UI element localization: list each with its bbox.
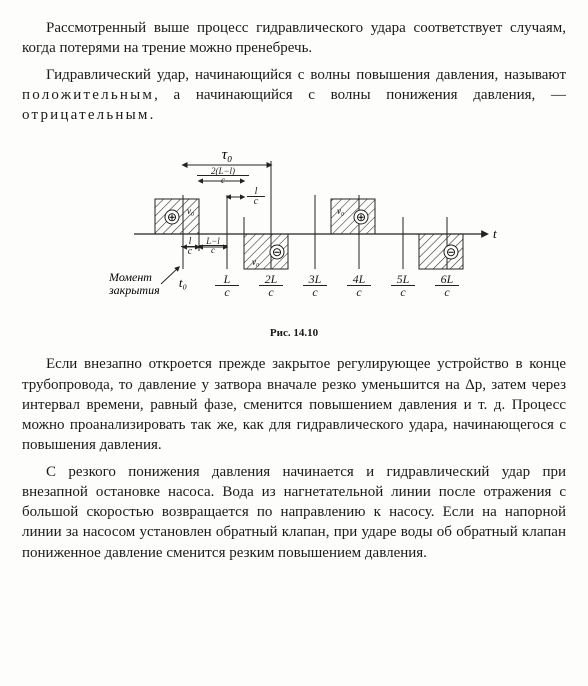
diagram-svg: t ⊕ v₀ ⊖ v₀ ⊕ v₀ ⊖: [79, 139, 509, 309]
moment-arrow: [161, 267, 179, 284]
axis-tick: 3Lc: [303, 273, 327, 298]
p2-b: положительным: [22, 87, 154, 103]
figure-caption: Рис. 14.10: [22, 326, 566, 341]
p2-a: Гидравлический удар, начинающийся с волн…: [46, 67, 566, 83]
minus-1: ⊖: [272, 245, 282, 259]
Ll-den: c: [199, 246, 227, 254]
two-den: c: [197, 176, 249, 184]
figure-14-10: t ⊕ v₀ ⊖ v₀ ⊕ v₀ ⊖: [22, 139, 566, 315]
axis-tick: 5Lc: [391, 273, 415, 298]
moment-2: закрытия: [108, 283, 160, 297]
paragraph-4: С резкого понижения давления начинается …: [22, 462, 566, 563]
p2-c: , а начинающийся с волны понижения давле…: [154, 87, 566, 103]
plus-1: ⊕: [167, 210, 177, 224]
v0-3: v₀: [337, 206, 344, 216]
paragraph-1: Рассмотренный выше процесс гидравлическо…: [22, 18, 566, 59]
v0-2: v₀: [252, 257, 259, 267]
tau0-label: τ₀: [222, 147, 233, 163]
axis-tick: 4Lc: [347, 273, 371, 298]
lc-l-den: c: [181, 247, 199, 256]
plus-2: ⊕: [356, 210, 366, 224]
lc-u-den: c: [247, 197, 265, 206]
axis-ticks: Lc 2Lc 3Lc 4Lc 5Lc 6Lc: [215, 273, 459, 301]
t0-label: t₀: [179, 275, 187, 290]
minus-2: ⊖: [446, 245, 456, 259]
axis-tick: 6Lc: [435, 273, 459, 298]
v0-1: v₀: [187, 206, 194, 216]
t-axis-label: t: [493, 226, 497, 241]
axis-tick: 2Lc: [259, 273, 283, 298]
moment-1: Момент: [108, 270, 152, 284]
p2-d: отрицательным.: [22, 107, 156, 123]
axis-tick: Lc: [215, 273, 239, 298]
paragraph-2: Гидравлический удар, начинающийся с волн…: [22, 65, 566, 126]
paragraph-3: Если внезапно откроется прежде закрытое …: [22, 354, 566, 455]
